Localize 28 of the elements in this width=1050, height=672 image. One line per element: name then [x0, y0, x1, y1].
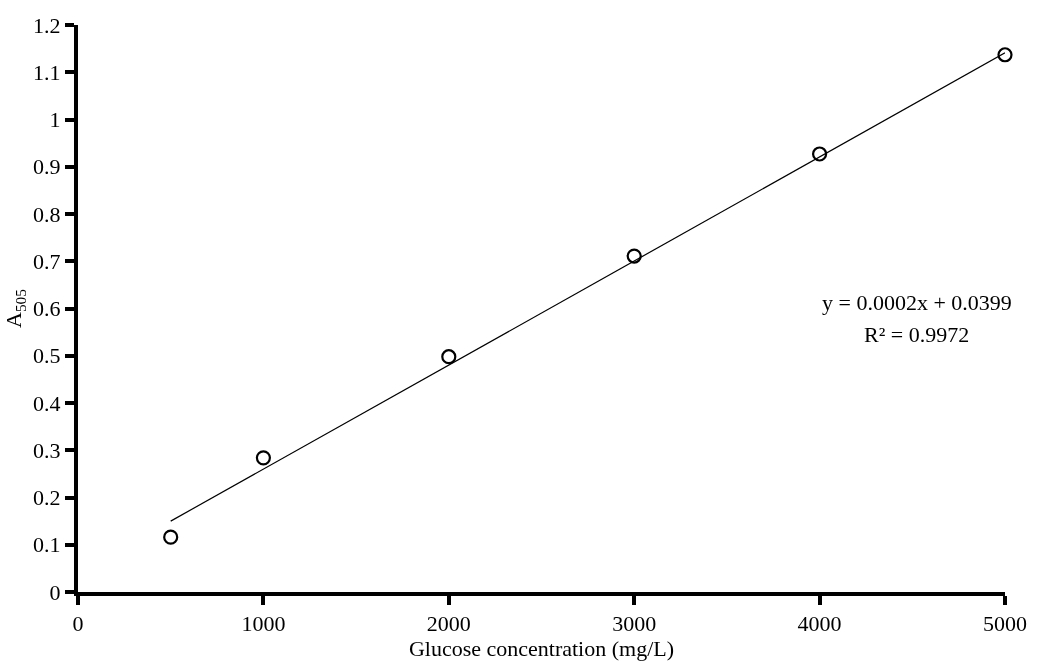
point [626, 248, 642, 264]
y-tick-label: 1.2 [33, 12, 61, 38]
x-tick-label: 5000 [983, 611, 1027, 637]
x-tick-label: 4000 [797, 611, 842, 637]
point [441, 349, 457, 365]
y-tick-label: 0.3 [33, 437, 61, 463]
y-tick-label: 0.2 [33, 485, 61, 511]
x-tick-label: 3000 [612, 611, 657, 637]
point [163, 529, 179, 545]
y-tick-label: 0 [49, 579, 61, 605]
y-tick-label: 0.1 [33, 532, 61, 558]
x-tick-label: 0 [72, 611, 84, 637]
x-axis-title: Glucose concentration (mg/L) [408, 636, 675, 662]
point [255, 450, 271, 466]
y-tick-label: 0.9 [33, 154, 61, 180]
annotation: y = 0.0002x + 0.0399 [822, 290, 1012, 315]
y-tick-label: 1.1 [33, 59, 61, 85]
y-tick-label: 1 [49, 107, 61, 133]
annotation: R² = 0.9972 [864, 322, 970, 347]
y-tick-label: 0.8 [33, 201, 61, 227]
y-tick-label: 0.6 [33, 296, 61, 322]
y-tick-label: 0.7 [33, 248, 61, 274]
y-tick-label: 0.4 [33, 390, 61, 416]
point [812, 146, 828, 162]
x-tick-label: 1000 [241, 611, 286, 637]
y-tick-label: 0.5 [33, 343, 61, 369]
x-tick-label: 2000 [426, 611, 471, 637]
point [997, 47, 1013, 63]
